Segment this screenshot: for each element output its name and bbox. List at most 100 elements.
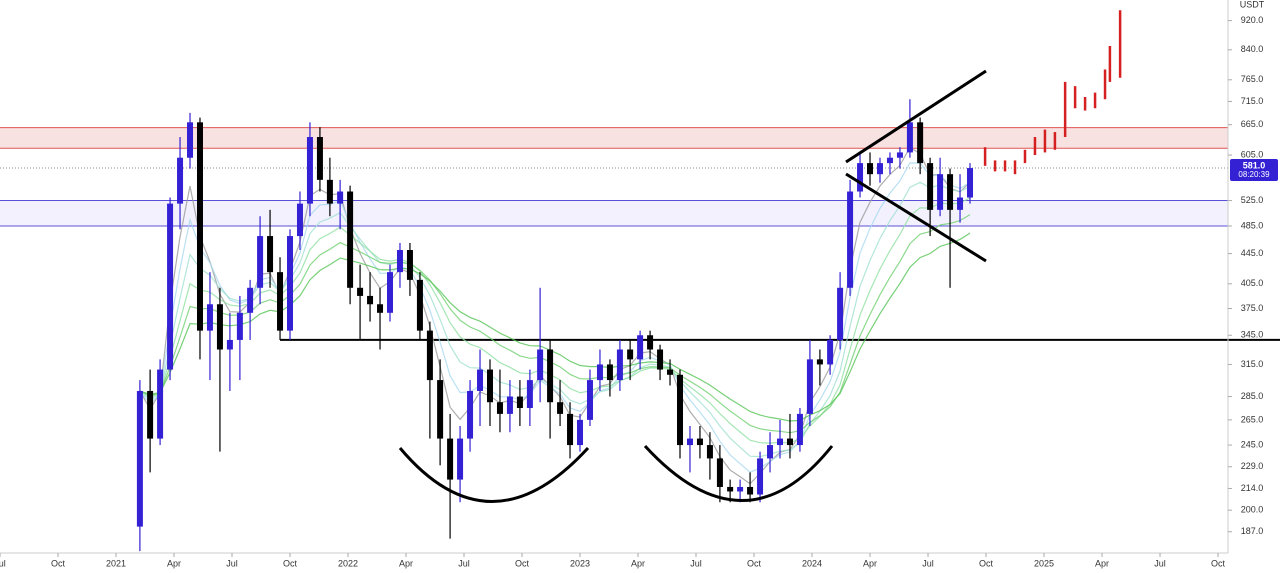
candle-body [627, 349, 634, 360]
candle-body [857, 163, 864, 192]
x-tick-label: Oct [747, 558, 762, 568]
candle-body [516, 396, 523, 409]
candle-body [147, 390, 154, 439]
candle-body [847, 191, 854, 288]
x-tick-label: Jul [922, 558, 934, 568]
candle-body [727, 486, 734, 492]
candle-body [496, 402, 503, 414]
candle-body [337, 191, 344, 204]
candle-body [806, 359, 813, 414]
candle-body [277, 272, 284, 331]
candle-body [416, 279, 423, 331]
x-tick-label: Oct [1211, 558, 1226, 568]
candle-body [896, 152, 903, 158]
candle-body [316, 137, 323, 180]
candle-body [957, 197, 964, 210]
candle-body [467, 390, 474, 439]
triangle-line [845, 172, 987, 263]
y-tick-label: 765.0 [1241, 74, 1264, 84]
x-tick-label: Apr [167, 558, 181, 568]
candle-body [737, 486, 744, 492]
candle-body [386, 272, 393, 313]
candle-body [477, 369, 484, 391]
candle-body [657, 349, 664, 370]
y-tick-label: 715.0 [1241, 96, 1264, 106]
x-tick-label: Jul [690, 558, 702, 568]
y-tick-label: 920.0 [1241, 15, 1264, 25]
candle-body [686, 438, 693, 446]
candle-body [367, 295, 374, 305]
candle-body [786, 438, 793, 446]
y-tick-label: 200.0 [1241, 505, 1264, 515]
candle-body [947, 174, 954, 210]
y-tick-label: 265.0 [1241, 414, 1264, 424]
y-tick-label: 665.0 [1241, 119, 1264, 129]
candle-body [136, 390, 143, 527]
candle-body [886, 157, 893, 164]
triangle-line [845, 69, 987, 164]
y-tick-label: 315.0 [1241, 359, 1264, 369]
candle-body [716, 458, 723, 487]
candle-body [236, 312, 243, 340]
countdown-label: 08:20:39 [1238, 170, 1270, 179]
candle-body [196, 122, 203, 331]
candle-body [526, 380, 533, 409]
candle-body [596, 364, 603, 381]
x-tick-label: Oct [979, 558, 994, 568]
x-tick-label: Jul [226, 558, 238, 568]
y-tick-label: 345.0 [1241, 330, 1264, 340]
y-tick-label: 375.0 [1241, 303, 1264, 313]
candle-body [347, 191, 354, 288]
candle-body [706, 445, 713, 459]
candle-body [637, 335, 644, 360]
candle-body [927, 163, 934, 210]
x-tick-label: Apr [399, 558, 413, 568]
candle-body [776, 438, 783, 446]
drawings [398, 69, 987, 503]
candle-body [396, 250, 403, 273]
candle-body [827, 339, 834, 365]
candle-body [937, 174, 944, 210]
candle-body [486, 369, 493, 403]
candle-body [647, 335, 654, 350]
candle-body [747, 486, 754, 495]
candle-body [557, 402, 564, 414]
candle-body [426, 330, 433, 381]
cup-arc [398, 446, 590, 503]
x-tick-label: Jul [0, 558, 6, 568]
y-tick-label: 214.0 [1241, 483, 1264, 493]
price-tag [1230, 159, 1278, 182]
y-tick-label: 245.0 [1241, 439, 1264, 449]
candle-body [216, 304, 223, 350]
x-tick-label: 2024 [802, 558, 822, 568]
candle-body [267, 236, 274, 273]
candle-body [696, 438, 703, 446]
candle-body [177, 157, 184, 204]
candle-body [586, 380, 593, 420]
x-tick-label: Jul [1154, 558, 1166, 568]
candle-body [967, 168, 974, 198]
candle-body [257, 236, 264, 288]
x-tick-label: Apr [1095, 558, 1109, 568]
candle-body [377, 304, 384, 313]
y-tick-label: 525.0 [1241, 195, 1264, 205]
y-tick-label: 485.0 [1241, 220, 1264, 230]
x-tick-label: Oct [51, 558, 66, 568]
candle-body [506, 396, 513, 414]
candle-body [226, 339, 233, 350]
candle-body [167, 203, 174, 370]
candle-body [667, 369, 674, 375]
candle-body [537, 349, 544, 381]
x-tick-label: 2021 [106, 558, 126, 568]
candle-body [567, 413, 574, 446]
x-tick-label: Jul [458, 558, 470, 568]
y-tick-label: 605.0 [1241, 149, 1264, 159]
candle-body [296, 203, 303, 237]
y-tick-label: 285.0 [1241, 391, 1264, 401]
y-tick-label: 187.0 [1241, 526, 1264, 536]
candle-body [306, 137, 313, 204]
axes: 920.0 840.0 765.0 715.0 665.0 605.0 525.0 485.0… [0, 15, 1278, 568]
candle-body [326, 179, 333, 204]
candle-body [616, 349, 623, 381]
